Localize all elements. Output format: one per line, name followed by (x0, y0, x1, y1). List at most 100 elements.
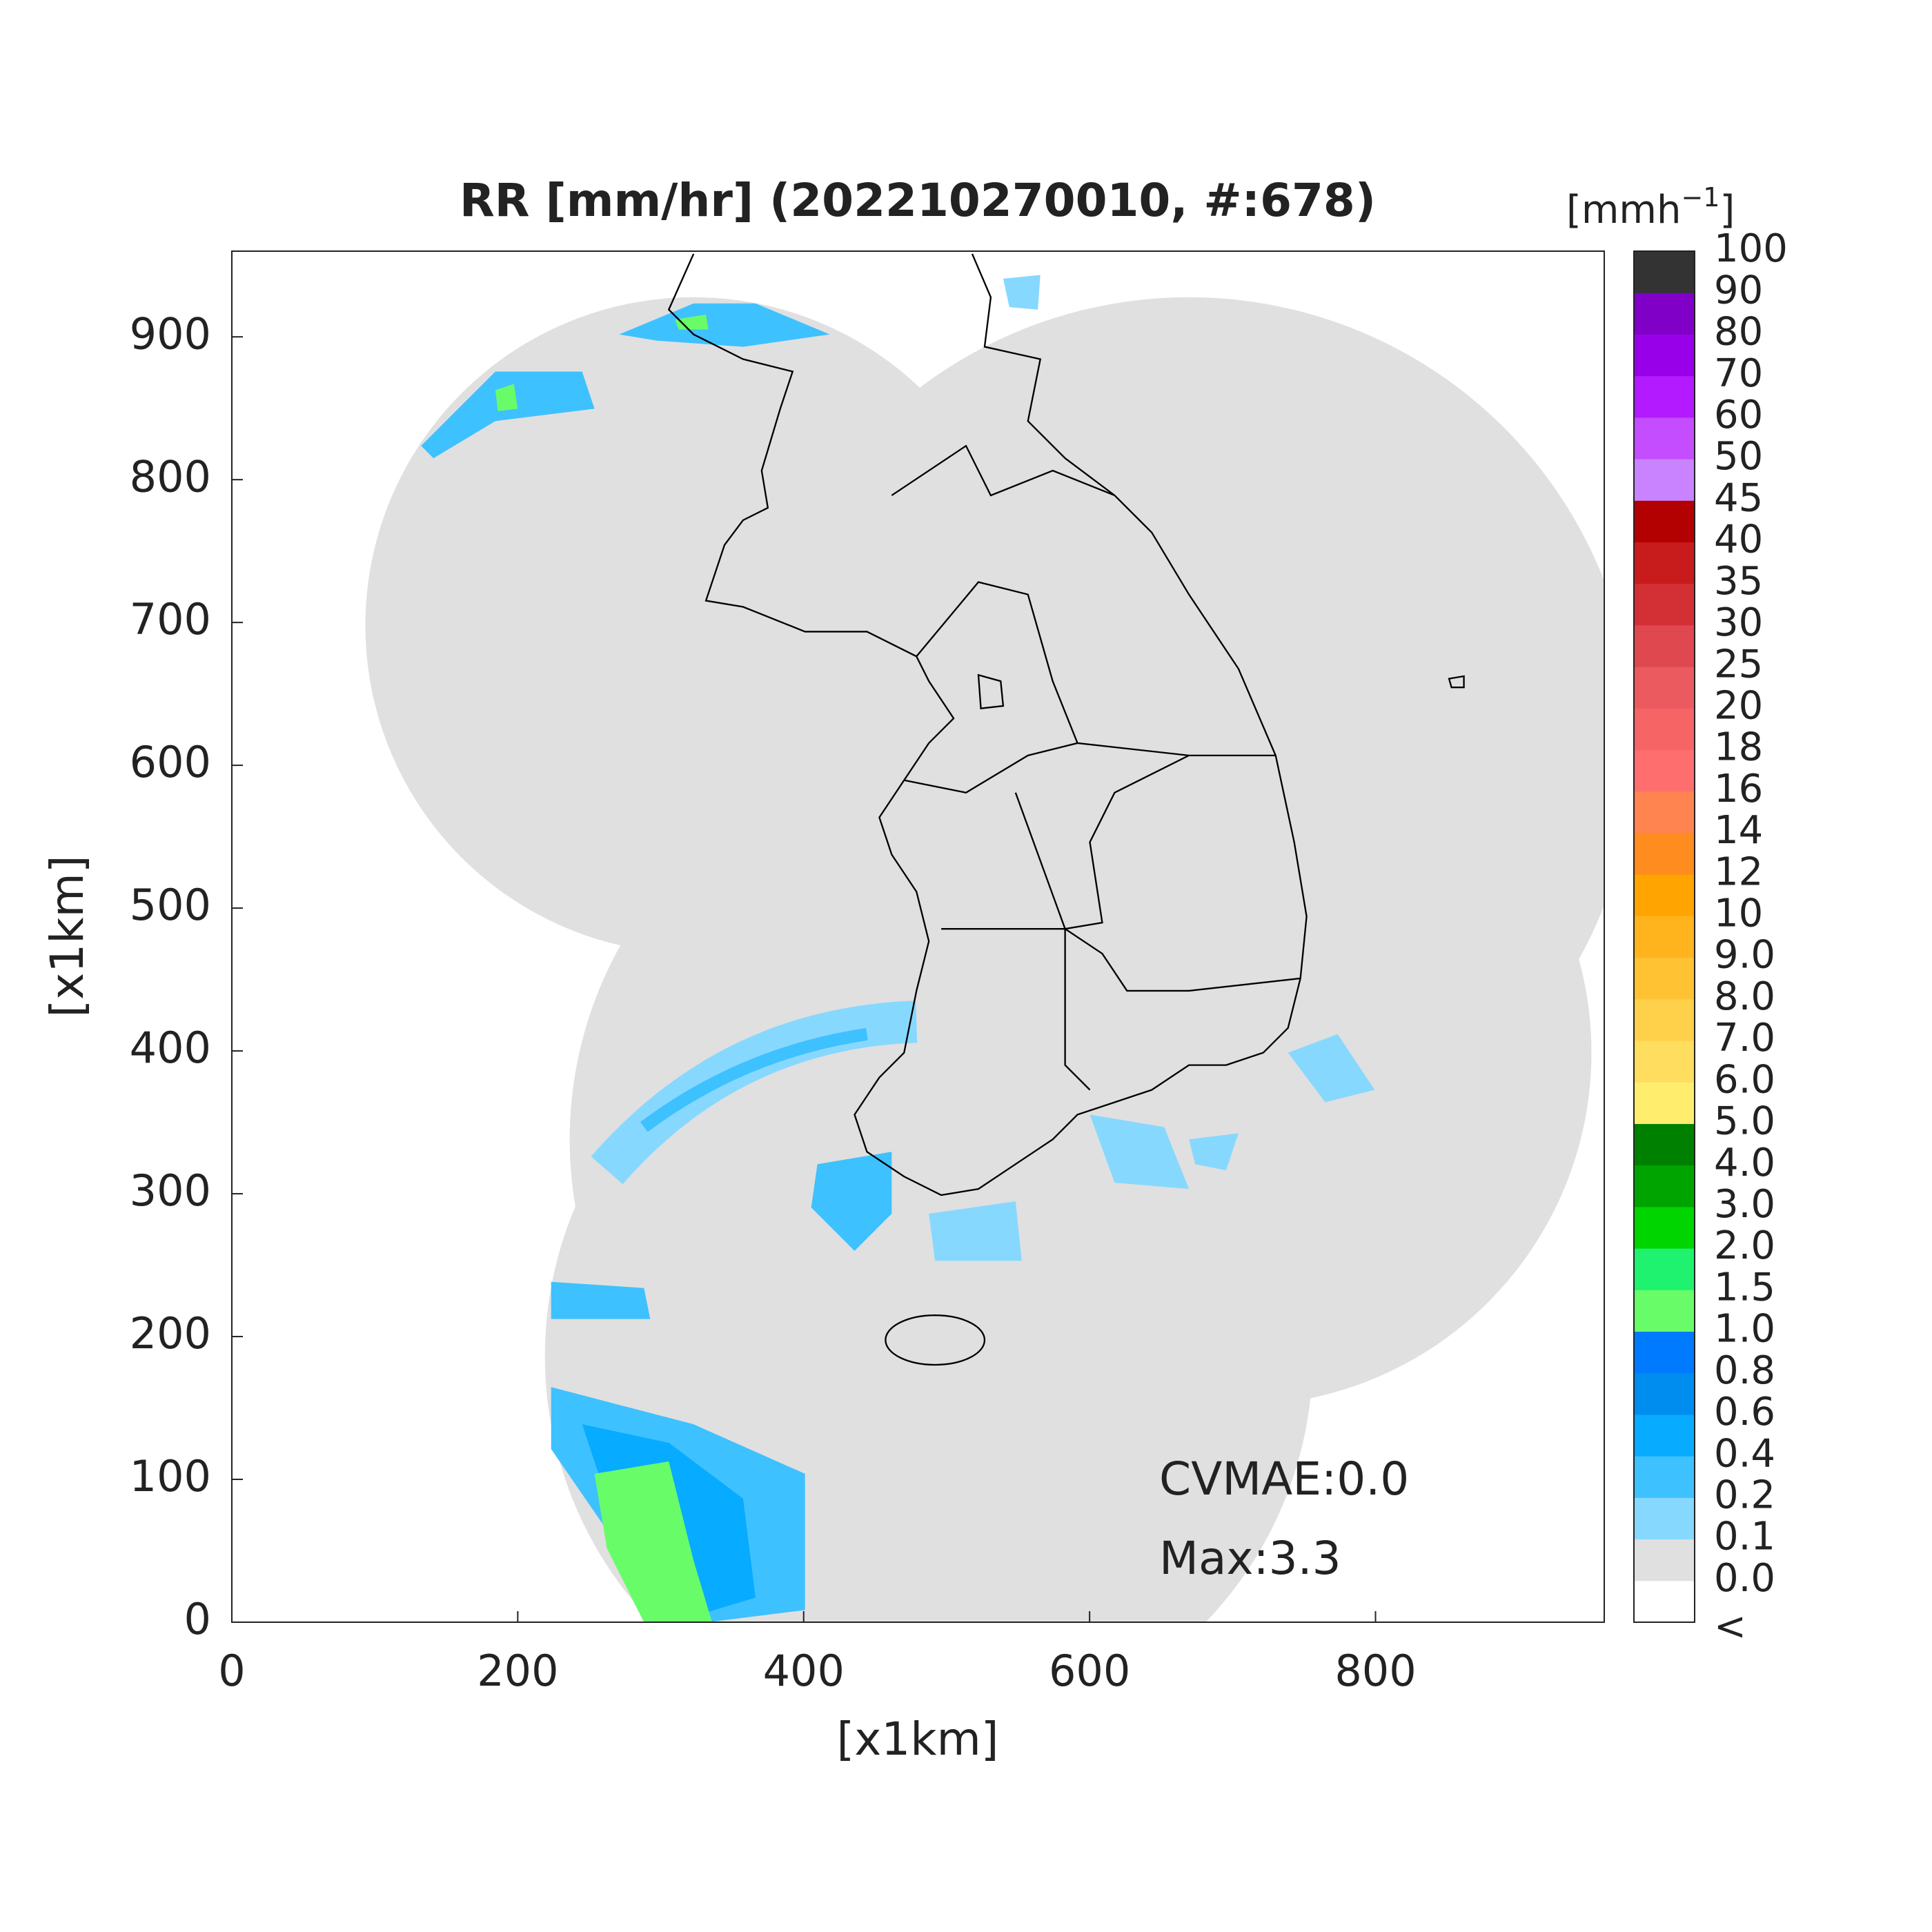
colorbar-label: 14 (1714, 808, 1763, 853)
precipitation (421, 275, 1375, 1623)
y-tick-label: 300 (130, 1165, 211, 1216)
colorbar-segment (1634, 916, 1695, 958)
colorbar-label: 7.0 (1714, 1016, 1775, 1061)
x-tick-label: 800 (1334, 1646, 1416, 1696)
colorbar-unit-base: [mmh (1566, 188, 1681, 233)
colorbar-segment (1634, 1206, 1695, 1249)
chart-title: RR [mm/hr] (202210270010, #:678) (460, 174, 1376, 227)
colorbar-label: 18 (1714, 725, 1763, 770)
colorbar-segment (1634, 667, 1695, 709)
colorbar-segment (1634, 334, 1695, 377)
colorbar-frame (1633, 250, 1695, 1623)
map-area (365, 253, 1604, 1623)
x-tick-label: 400 (763, 1646, 845, 1696)
colorbar-label: 90 (1714, 268, 1763, 313)
colorbar-label: 12 (1714, 849, 1763, 894)
colorbar-label: 16 (1714, 767, 1763, 811)
colorbar-segment (1634, 1414, 1695, 1457)
colorbar-label: 5.0 (1714, 1099, 1775, 1144)
colorbar-segment (1634, 583, 1695, 626)
y-tick-label: 0 (184, 1594, 211, 1644)
colorbar-segment (1634, 1165, 1695, 1208)
colorbar-label: 35 (1714, 559, 1763, 604)
colorbar-unit: [mmh−1] (1566, 182, 1735, 233)
colorbar-segment (1634, 500, 1695, 542)
colorbar-label: 0.6 (1714, 1390, 1775, 1435)
colorbar-segment (1634, 1248, 1695, 1290)
y-tick-label: 500 (130, 880, 211, 930)
colorbar-label: 80 (1714, 310, 1763, 355)
colorbar-label: 25 (1714, 642, 1763, 687)
colorbar-label: 0.1 (1714, 1515, 1775, 1559)
y-tick-label: 800 (130, 451, 211, 502)
colorbar-label: 40 (1714, 518, 1763, 562)
colorbar-label: 1.0 (1714, 1307, 1775, 1352)
colorbar-segment (1634, 791, 1695, 834)
colorbar-segment (1634, 998, 1695, 1041)
colorbar-label: 2.0 (1714, 1223, 1775, 1268)
colorbar-label: 3.0 (1714, 1182, 1775, 1227)
colorbar-segment (1634, 749, 1695, 792)
colorbar-label: 60 (1714, 393, 1763, 437)
colorbar-label: 0.2 (1714, 1473, 1775, 1518)
colorbar-segment (1634, 417, 1695, 460)
colorbar-segment (1634, 1580, 1695, 1623)
colorbar-segment (1634, 375, 1695, 418)
x-axis-label: [x1km] (836, 1713, 998, 1766)
y-tick-label: 400 (130, 1023, 211, 1073)
colorbar-segment (1634, 874, 1695, 916)
colorbar-segment (1634, 459, 1695, 501)
coastline (667, 253, 1465, 1366)
x-tick-label: 0 (218, 1646, 245, 1696)
y-tick-label: 600 (130, 737, 211, 787)
colorbar-label: 0.4 (1714, 1431, 1775, 1476)
annotation: CVMAE:0.0 (1159, 1452, 1409, 1506)
colorbar-segment (1634, 1123, 1695, 1166)
colorbar-segment (1634, 251, 1695, 293)
colorbar-segment (1634, 1041, 1695, 1083)
colorbar-label: 20 (1714, 683, 1763, 728)
colorbar-label: 4.0 (1714, 1141, 1775, 1185)
colorbar-segment (1634, 708, 1695, 751)
colorbar-segment (1634, 1456, 1695, 1498)
y-axis-label: [x1km] (41, 855, 94, 1017)
colorbar-segment (1634, 832, 1695, 875)
colorbar-label: 10 (1714, 891, 1763, 936)
y-tick-label: 200 (130, 1308, 211, 1359)
y-tick-label: 900 (130, 308, 211, 359)
x-tick-label: 200 (477, 1646, 558, 1696)
colorbar-unit-exponent: −1 (1681, 182, 1719, 213)
colorbar-segment (1634, 1372, 1695, 1415)
colorbar-label: 8.0 (1714, 974, 1775, 1019)
colorbar-label: 9.0 (1714, 933, 1775, 978)
colorbar-unit-close: ] (1719, 188, 1735, 233)
colorbar-segment (1634, 1497, 1695, 1540)
x-tick-label: 600 (1049, 1646, 1130, 1696)
colorbar-label: 30 (1714, 600, 1763, 645)
colorbar-label: < (1714, 1604, 1746, 1649)
radar-coverage (365, 297, 1604, 1623)
colorbar-segment (1634, 1082, 1695, 1124)
colorbar-label: 0.0 (1714, 1556, 1775, 1601)
colorbar-segment (1634, 1539, 1695, 1581)
y-tick-label: 100 (130, 1451, 211, 1501)
colorbar-segment (1634, 1290, 1695, 1332)
colorbar-segment (1634, 957, 1695, 1000)
map-layer (365, 253, 1604, 1623)
plot-frame (231, 250, 1605, 1623)
colorbar-label: 6.0 (1714, 1057, 1775, 1102)
colorbar-segment (1634, 624, 1695, 667)
y-tick-label: 700 (130, 594, 211, 644)
colorbar-label: 70 (1714, 351, 1763, 396)
colorbar-label: 45 (1714, 475, 1763, 520)
annotation: Max:3.3 (1159, 1532, 1341, 1585)
colorbar-segment (1634, 542, 1695, 584)
colorbar-segment (1634, 1331, 1695, 1374)
colorbar-label: 100 (1714, 226, 1788, 271)
colorbar-label: 1.5 (1714, 1265, 1775, 1310)
colorbar-label: 50 (1714, 434, 1763, 479)
colorbar-label: 0.8 (1714, 1348, 1775, 1393)
colorbar-segment (1634, 293, 1695, 335)
